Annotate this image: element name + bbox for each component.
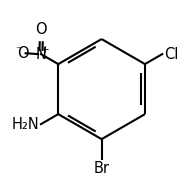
Text: O: O [17,46,28,61]
Text: Cl: Cl [164,47,179,62]
Text: N: N [35,47,46,62]
Text: H₂N: H₂N [11,117,39,132]
Text: Br: Br [94,161,110,176]
Text: +: + [41,45,50,55]
Text: ⁻: ⁻ [15,45,21,55]
Text: O: O [35,22,47,37]
